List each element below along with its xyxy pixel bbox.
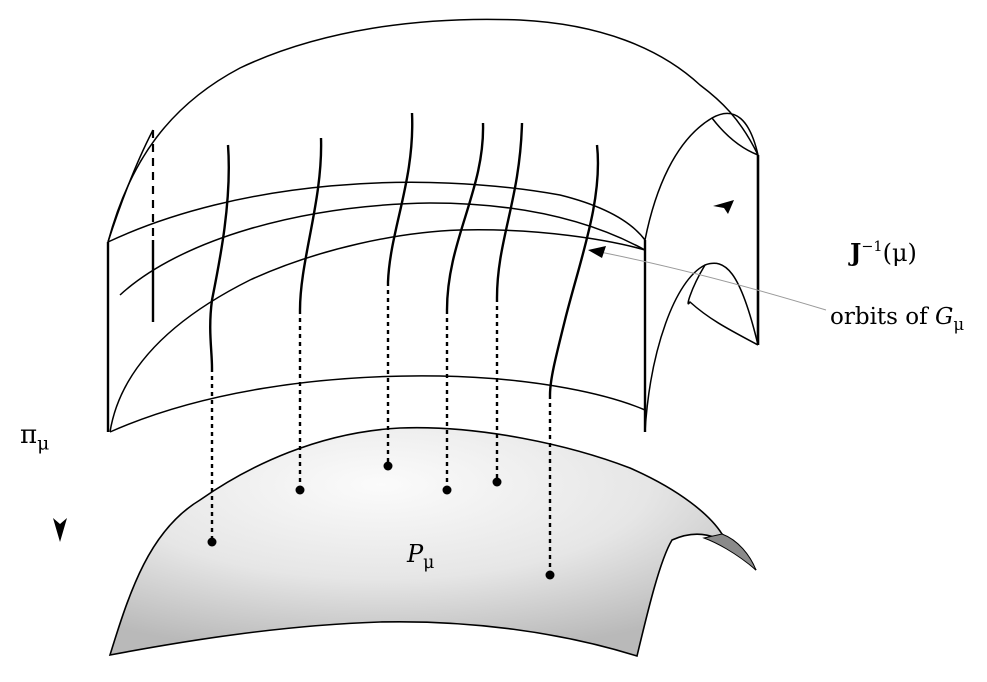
orbit-6 xyxy=(548,144,600,396)
point-4 xyxy=(442,485,452,495)
quotient-surface xyxy=(108,426,757,658)
orbit-3 xyxy=(386,112,414,283)
level-set-main: J xyxy=(850,238,862,267)
point-1 xyxy=(207,537,217,547)
quotient-label: Pμ xyxy=(407,540,434,573)
point-5 xyxy=(492,477,502,487)
orbit-2 xyxy=(298,137,323,311)
orbits-var: G xyxy=(934,304,954,330)
orbit-pointer-arrowhead xyxy=(588,246,606,258)
orbit-1 xyxy=(209,144,230,369)
projection-label: πμ xyxy=(20,420,49,455)
level-set-surface xyxy=(106,18,760,433)
orbit-pointer xyxy=(588,246,827,311)
level-set-sup: −1 xyxy=(861,238,883,255)
point-2 xyxy=(295,485,305,495)
orbits-sub: μ xyxy=(953,314,965,334)
projection-arrowhead xyxy=(53,518,67,542)
orbit-4 xyxy=(445,122,485,311)
projection-sub: μ xyxy=(37,433,50,455)
orbit-5 xyxy=(495,122,524,299)
point-6 xyxy=(545,570,555,580)
quotient-main: P xyxy=(407,540,424,568)
point-3 xyxy=(383,461,393,471)
level-set-label: J−1(μ) xyxy=(850,238,917,267)
quotient-sub: μ xyxy=(423,553,435,574)
projection-main: π xyxy=(20,420,38,450)
flow-arrowhead xyxy=(713,200,734,214)
orbit-curves xyxy=(209,112,600,396)
quotient-points xyxy=(207,461,555,580)
level-set-arg: (μ) xyxy=(882,239,917,267)
orbits-text: orbits of xyxy=(830,304,935,330)
orbits-label: orbits of Gμ xyxy=(830,304,964,334)
projection-lines xyxy=(210,282,552,575)
